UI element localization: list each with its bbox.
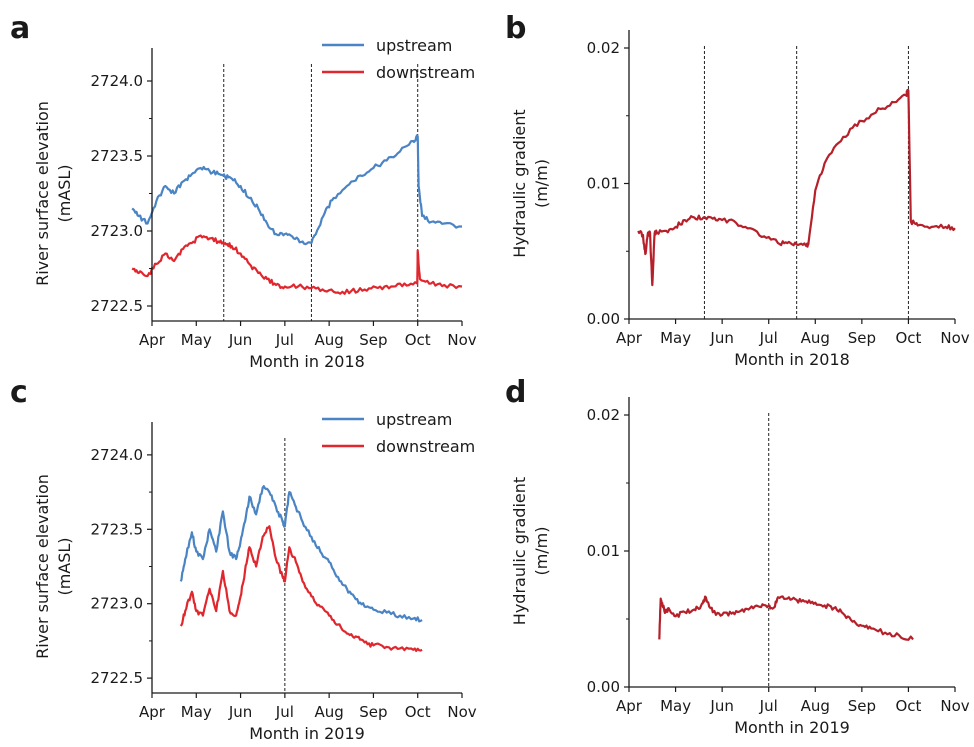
legend-label: downstream [376, 63, 475, 82]
x-tick-label: Sep [848, 697, 876, 715]
x-tick-label: Nov [447, 331, 476, 349]
y-axis-title: River surface elevation [33, 474, 52, 659]
x-tick-label: Aug [801, 697, 830, 715]
x-tick-label: Aug [314, 703, 343, 721]
legend-label: upstream [376, 410, 452, 429]
x-tick-label: Apr [616, 329, 643, 347]
x-tick-label: Oct [405, 703, 431, 721]
x-tick-label: Nov [940, 329, 969, 347]
series-line [179, 525, 423, 652]
legend-label: downstream [376, 437, 475, 456]
x-axis-title: Month in 2018 [249, 352, 365, 371]
panel-d-letter: d [505, 375, 526, 410]
series-line [637, 88, 956, 287]
y-axis-title: Hydraulic gradient [510, 477, 529, 625]
panel-a-letter: a [10, 11, 30, 46]
panel-c-chart: Apr May Jun Jul Aug Sep Oct Nov 2722.5 2723.0 2723… [33, 410, 477, 743]
y-tick-label: 2722.5 [91, 297, 144, 315]
x-axis-title: Month in 2019 [249, 724, 365, 743]
panel-c-letter: c [10, 375, 28, 410]
legend-label: upstream [376, 36, 452, 55]
panel-d-chart: Apr May Jun Jul Aug Sep Oct Nov 0.00 0.01 0.02 Mont… [510, 397, 970, 737]
x-tick-label: Sep [848, 329, 876, 347]
y-tick-label: 2724.0 [91, 446, 144, 464]
x-tick-label: May [660, 329, 691, 347]
panel-b-chart: Apr May Jun Jul Aug Sep Oct Nov 0.00 0.01 0.02 Mont… [510, 30, 970, 369]
y-tick-label: 0.00 [587, 310, 620, 328]
x-tick-label: Sep [359, 703, 387, 721]
x-tick-label: Aug [314, 331, 343, 349]
x-tick-label: May [660, 697, 691, 715]
y-axis-title: Hydraulic gradient [510, 109, 529, 257]
y-tick-label: 0.00 [587, 678, 620, 696]
y-axis-unit: (m/m) [532, 526, 551, 575]
y-axis-title: River surface elevation [33, 101, 52, 286]
y-tick-label: 2723.5 [91, 520, 144, 538]
x-tick-label: May [181, 703, 212, 721]
series-line [131, 134, 462, 246]
x-tick-label: May [181, 331, 212, 349]
x-tick-label: Nov [940, 697, 969, 715]
y-tick-label: 0.01 [587, 542, 620, 560]
x-tick-label: Jun [709, 329, 733, 347]
y-tick-label: 2724.0 [91, 72, 144, 90]
series-line [179, 485, 423, 623]
x-tick-label: Nov [447, 703, 476, 721]
y-tick-label: 2723.0 [91, 222, 144, 240]
x-tick-label: Aug [801, 329, 830, 347]
x-tick-label: Oct [405, 331, 431, 349]
x-tick-label: Apr [139, 703, 166, 721]
y-tick-label: 0.02 [587, 406, 620, 424]
y-tick-label: 2723.0 [91, 595, 144, 613]
x-tick-label: Apr [616, 697, 643, 715]
y-axis-unit: (mASL) [55, 164, 74, 222]
x-axis-title: Month in 2019 [734, 718, 850, 737]
x-tick-label: Jun [228, 703, 252, 721]
x-tick-label: Oct [895, 329, 921, 347]
x-tick-label: Jun [709, 697, 733, 715]
x-tick-label: Apr [139, 331, 166, 349]
y-tick-label: 2723.5 [91, 147, 144, 165]
x-tick-label: Oct [895, 697, 921, 715]
panel-b-letter: b [505, 11, 526, 46]
x-tick-label: Jul [275, 331, 294, 349]
y-tick-label: 2722.5 [91, 669, 144, 687]
y-tick-label: 0.02 [587, 39, 620, 57]
series-line [131, 234, 463, 295]
y-axis-unit: (mASL) [55, 537, 74, 595]
x-tick-label: Jul [759, 329, 778, 347]
x-axis-title: Month in 2018 [734, 350, 850, 369]
panel-a-chart: Apr May Jun Jul Aug Sep Oct Nov 2722.5 2723.0 2723… [33, 36, 477, 371]
y-tick-label: 0.01 [587, 175, 620, 193]
x-tick-label: Jul [275, 703, 294, 721]
x-tick-label: Jul [759, 697, 778, 715]
x-tick-label: Jun [228, 331, 252, 349]
x-tick-label: Sep [359, 331, 387, 349]
y-axis-unit: (m/m) [532, 159, 551, 208]
series-line [658, 595, 914, 641]
